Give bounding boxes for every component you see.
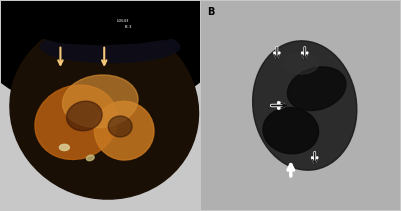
Ellipse shape — [283, 53, 319, 74]
Ellipse shape — [94, 101, 154, 160]
Ellipse shape — [263, 108, 319, 154]
Ellipse shape — [35, 85, 118, 160]
Text: LOG43: LOG43 — [116, 19, 129, 23]
Ellipse shape — [63, 75, 138, 128]
Text: A: A — [7, 7, 14, 17]
Ellipse shape — [86, 155, 94, 161]
Ellipse shape — [59, 144, 69, 151]
Ellipse shape — [288, 67, 346, 111]
Ellipse shape — [253, 41, 357, 170]
Text: B-3: B-3 — [124, 25, 132, 29]
Ellipse shape — [108, 116, 132, 137]
Polygon shape — [1, 1, 200, 45]
Ellipse shape — [41, 31, 180, 62]
Ellipse shape — [10, 20, 198, 199]
Text: B: B — [207, 7, 215, 17]
Ellipse shape — [67, 101, 102, 131]
Wedge shape — [0, 0, 259, 116]
